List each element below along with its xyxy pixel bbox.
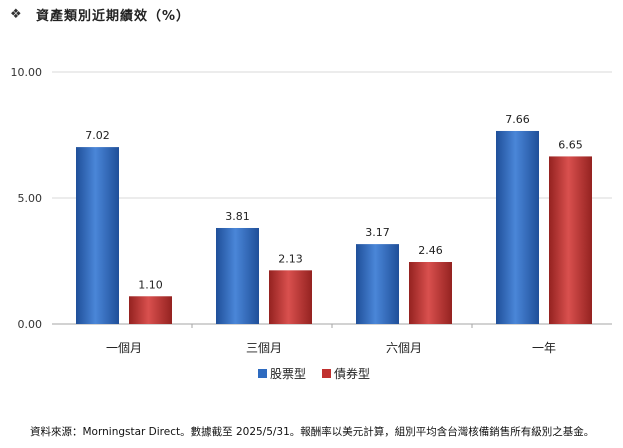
bar-chart: 0.00 5.00 10.00 一個月 三個月 六個月 一年 7.02 1.10 3.81 2.1…	[11, 66, 612, 381]
chart-header: ❖ 資產類別近期績效（%）	[10, 4, 190, 24]
data-label: 2.13	[278, 252, 303, 265]
data-label: 2.46	[418, 244, 443, 257]
data-label: 1.10	[138, 278, 163, 291]
legend-swatch-bond	[322, 369, 331, 378]
y-tick-label: 10.00	[11, 66, 43, 79]
x-tick-label: 三個月	[246, 341, 282, 355]
x-tick-label: 一年	[532, 341, 556, 355]
source-footnote: 資料來源：Morningstar Direct。數據截至 2025/5/31。報…	[30, 426, 595, 438]
x-tick-label: 六個月	[386, 341, 422, 355]
bar-equity	[496, 130, 539, 324]
data-label: 3.81	[225, 210, 250, 223]
data-label: 7.66	[505, 113, 530, 126]
bar-equity	[76, 147, 119, 324]
diamond-bullet-icon: ❖	[10, 6, 22, 22]
data-label: 3.17	[365, 226, 390, 239]
bar-bond	[549, 156, 592, 324]
data-label: 7.02	[85, 129, 110, 142]
y-tick-label: 5.00	[18, 192, 43, 205]
data-label: 6.65	[558, 138, 583, 151]
bar-bond	[269, 270, 312, 324]
bar-bond	[409, 262, 452, 324]
bar-equity	[356, 244, 399, 324]
legend-swatch-equity	[258, 369, 267, 378]
bar-bond	[129, 296, 172, 324]
legend-label: 債券型	[334, 366, 370, 381]
x-tick-label: 一個月	[106, 341, 142, 355]
legend-label: 股票型	[270, 367, 306, 381]
chart-title: 資產類別近期績效（%）	[36, 8, 191, 24]
y-tick-label: 0.00	[18, 318, 43, 331]
bar-equity	[216, 227, 259, 324]
